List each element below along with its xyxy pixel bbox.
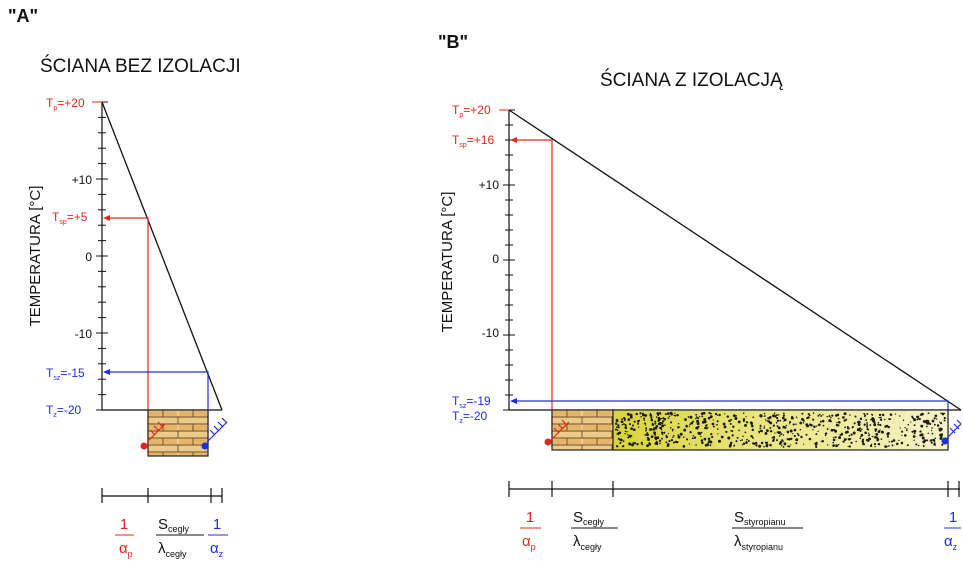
panel-a-tsp-arrow <box>106 218 148 448</box>
panel-b-tick-label: +10 <box>479 178 500 192</box>
panel-b-fraction-s-over-lambda-brick: Scegły λcegły <box>571 509 618 552</box>
svg-text:1: 1 <box>213 516 221 533</box>
panel-a-minor-ticks <box>96 102 108 410</box>
svg-text:1: 1 <box>120 516 128 533</box>
panel-a-outer-surface-dot <box>202 443 209 450</box>
panel-b-outer-surface-hatch <box>947 420 961 438</box>
svg-text:αz: αz <box>944 533 958 552</box>
panel-b-tsp-arrow <box>513 140 552 448</box>
svg-text:αp: αp <box>119 540 133 559</box>
panel-a-tsz-label: Tsz=-15 <box>46 366 85 382</box>
panel-b-temperature-line <box>509 110 961 410</box>
panel-a-tsz-arrowhead <box>103 369 110 375</box>
panel-b-fraction-1-over-alpha-p: 1 αp <box>520 509 541 552</box>
panel-b-tsz-label: Tsz=-19 <box>452 394 491 410</box>
panel-a-axis-label: TEMPERATURA [°C] <box>27 186 44 327</box>
panel-a-tsp-label: Tsp=+5 <box>52 210 88 226</box>
panel-b-tag: "B" <box>438 32 468 52</box>
panel-a: "A" ŚCIANA BEZ IZOLACJI TEMPERATURA [°C]… <box>8 6 241 559</box>
panel-a-tick-label: +10 <box>72 173 93 187</box>
panel-b-title: ŚCIANA Z IZOLACJĄ <box>600 69 783 91</box>
panel-a-brick-wall <box>148 410 208 456</box>
panel-a-tick-label: 0 <box>85 250 92 264</box>
panel-b: "B" ŚCIANA Z IZOLACJĄ TEMPERATURA [°C] +… <box>438 32 961 552</box>
panel-b-inner-surface-dot <box>545 439 552 446</box>
svg-text:λcegły: λcegły <box>573 533 602 552</box>
panel-b-dimension-line <box>509 481 960 497</box>
panel-a-title: ŚCIANA BEZ IZOLACJI <box>40 55 241 77</box>
svg-text:αz: αz <box>210 540 224 559</box>
panel-b-minor-ticks <box>503 110 515 410</box>
panel-b-tsp-arrowhead <box>510 137 517 143</box>
panel-a-tick-label: -10 <box>75 327 93 341</box>
panel-a-temperature-line <box>102 102 222 410</box>
svg-text:λcegły: λcegły <box>158 540 187 559</box>
svg-text:1: 1 <box>526 509 534 526</box>
panel-a-fraction-1-over-alpha-z: 1 αz <box>208 516 228 559</box>
panel-a-fraction-1-over-alpha-p: 1 αp <box>115 516 134 559</box>
panel-b-axis-label: TEMPERATURA [°C] <box>439 192 456 333</box>
panel-b-fraction-1-over-alpha-z: 1 αz <box>944 509 961 552</box>
svg-text:Scegły: Scegły <box>573 509 605 527</box>
svg-text:αp: αp <box>522 533 536 552</box>
panel-a-tsp-arrowhead <box>103 215 110 221</box>
panel-a-tz-label: Tz=-20 <box>46 403 82 419</box>
svg-text:Sstyropianu: Sstyropianu <box>734 509 786 527</box>
panel-b-tick-label: 0 <box>492 252 499 266</box>
svg-text:λstyropianu: λstyropianu <box>734 533 783 552</box>
panel-b-tp-label: Tp=+20 <box>452 103 491 119</box>
svg-text:Scegły: Scegły <box>158 516 190 534</box>
panel-a-tp-label: Tp=+20 <box>46 96 85 112</box>
panel-b-tsz-arrowhead <box>510 398 517 404</box>
panel-b-outer-surface-dot <box>942 438 949 445</box>
panel-b-tsp-label: Tsp=+16 <box>452 133 494 149</box>
panel-b-fraction-s-over-lambda-styrofoam: Sstyropianu λstyropianu <box>732 509 803 552</box>
svg-text:1: 1 <box>949 509 957 526</box>
panel-a-dimension-line <box>102 488 222 503</box>
panel-b-tick-label: -10 <box>482 326 500 340</box>
panel-a-inner-surface-dot <box>141 443 148 450</box>
panel-a-tag: "A" <box>8 6 38 26</box>
panel-a-outer-surface-hatch <box>207 418 227 442</box>
panel-b-tz-label: Tz=-20 <box>452 409 488 425</box>
panel-a-fraction-s-over-lambda: Scegły λcegły <box>156 516 204 559</box>
